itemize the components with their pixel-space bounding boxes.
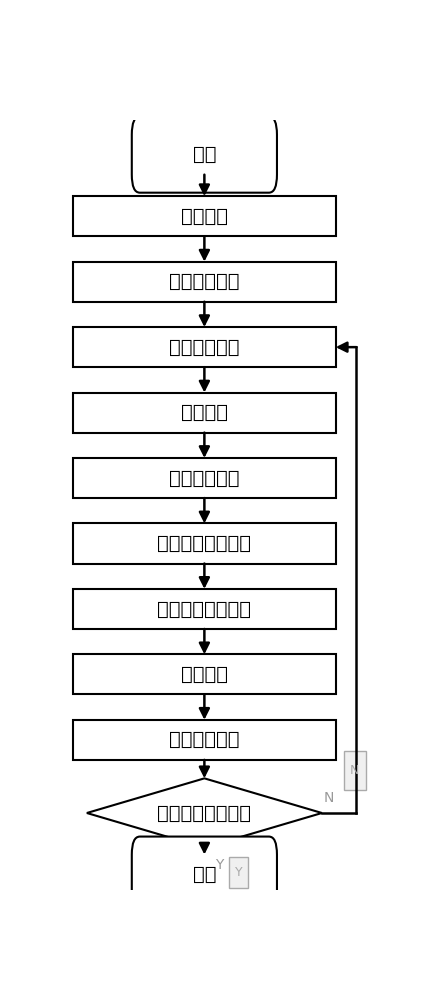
Bar: [73, 196, 336, 236]
FancyBboxPatch shape: [132, 837, 277, 913]
Text: 结束: 结束: [193, 865, 216, 884]
Bar: [73, 458, 336, 498]
Bar: [73, 393, 336, 433]
Text: 开始: 开始: [193, 145, 216, 164]
Text: 伺服传动: 伺服传动: [181, 403, 228, 422]
Bar: [73, 327, 336, 367]
Bar: [73, 589, 336, 629]
Text: 反馈位置生成图形: 反馈位置生成图形: [157, 599, 252, 618]
Text: 反馈位置图形拟合: 反馈位置图形拟合: [157, 534, 252, 553]
Text: 分析轮廓误差: 分析轮廓误差: [169, 730, 240, 749]
FancyBboxPatch shape: [132, 117, 277, 193]
Bar: [73, 262, 336, 302]
Text: 图形比较: 图形比较: [181, 665, 228, 684]
Text: Y: Y: [215, 858, 223, 872]
Text: Y: Y: [235, 866, 243, 879]
Polygon shape: [87, 778, 322, 848]
Text: 反馈位置采集: 反馈位置采集: [169, 469, 240, 488]
Bar: [73, 720, 336, 760]
Text: 位置指令生成: 位置指令生成: [169, 272, 240, 291]
Bar: [343, 751, 366, 790]
Text: N: N: [350, 764, 359, 777]
Text: N: N: [324, 791, 334, 805]
Bar: [73, 654, 336, 694]
Text: 伺服参数调整: 伺服参数调整: [169, 338, 240, 357]
Bar: [73, 523, 336, 564]
Bar: [229, 857, 248, 888]
Text: 图形输入: 图形输入: [181, 207, 228, 226]
Text: 是否满足精度要求: 是否满足精度要求: [157, 804, 252, 822]
